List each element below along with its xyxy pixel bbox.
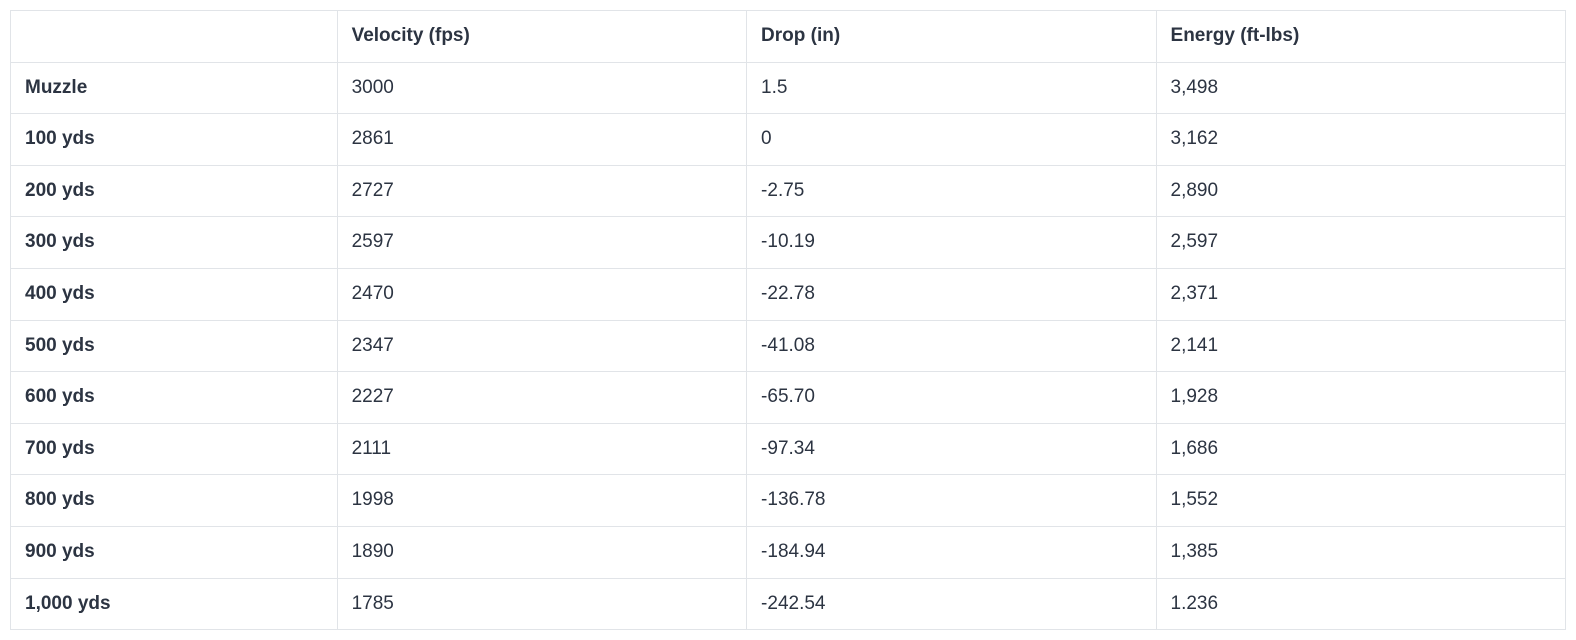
cell-drop: -22.78 — [747, 268, 1156, 320]
cell-drop: 0 — [747, 114, 1156, 166]
cell-velocity: 1890 — [337, 526, 746, 578]
cell-energy: 3,162 — [1156, 114, 1565, 166]
row-label: 600 yds — [11, 372, 338, 424]
cell-drop: -65.70 — [747, 372, 1156, 424]
header-energy: Energy (ft-lbs) — [1156, 11, 1565, 63]
cell-energy: 2,890 — [1156, 165, 1565, 217]
row-label: 300 yds — [11, 217, 338, 269]
cell-drop: -41.08 — [747, 320, 1156, 372]
table-body: Muzzle 3000 1.5 3,498 100 yds 2861 0 3,1… — [11, 62, 1566, 630]
table-row: 200 yds 2727 -2.75 2,890 — [11, 165, 1566, 217]
table-row: 700 yds 2111 -97.34 1,686 — [11, 423, 1566, 475]
cell-energy: 1,385 — [1156, 526, 1565, 578]
cell-drop: -184.94 — [747, 526, 1156, 578]
table-row: 400 yds 2470 -22.78 2,371 — [11, 268, 1566, 320]
cell-energy: 2,371 — [1156, 268, 1565, 320]
cell-drop: -10.19 — [747, 217, 1156, 269]
cell-energy: 3,498 — [1156, 62, 1565, 114]
cell-velocity: 2470 — [337, 268, 746, 320]
cell-drop: -97.34 — [747, 423, 1156, 475]
header-velocity: Velocity (fps) — [337, 11, 746, 63]
header-drop: Drop (in) — [747, 11, 1156, 63]
cell-energy: 1,928 — [1156, 372, 1565, 424]
cell-velocity: 2111 — [337, 423, 746, 475]
cell-drop: 1.5 — [747, 62, 1156, 114]
row-label: 400 yds — [11, 268, 338, 320]
row-label: 100 yds — [11, 114, 338, 166]
table-row: 300 yds 2597 -10.19 2,597 — [11, 217, 1566, 269]
cell-velocity: 2861 — [337, 114, 746, 166]
cell-energy: 1,686 — [1156, 423, 1565, 475]
table-row: 1,000 yds 1785 -242.54 1.236 — [11, 578, 1566, 630]
cell-velocity: 2347 — [337, 320, 746, 372]
row-label: 500 yds — [11, 320, 338, 372]
cell-drop: -2.75 — [747, 165, 1156, 217]
row-label: 800 yds — [11, 475, 338, 527]
table-row: 800 yds 1998 -136.78 1,552 — [11, 475, 1566, 527]
cell-velocity: 2597 — [337, 217, 746, 269]
cell-velocity: 2727 — [337, 165, 746, 217]
cell-velocity: 1998 — [337, 475, 746, 527]
row-label: 700 yds — [11, 423, 338, 475]
row-label: Muzzle — [11, 62, 338, 114]
table-row: 900 yds 1890 -184.94 1,385 — [11, 526, 1566, 578]
table-header-row: Velocity (fps) Drop (in) Energy (ft-lbs) — [11, 11, 1566, 63]
cell-energy: 2,141 — [1156, 320, 1565, 372]
cell-drop: -136.78 — [747, 475, 1156, 527]
cell-energy: 1,552 — [1156, 475, 1565, 527]
header-blank — [11, 11, 338, 63]
cell-velocity: 1785 — [337, 578, 746, 630]
cell-energy: 2,597 — [1156, 217, 1565, 269]
cell-drop: -242.54 — [747, 578, 1156, 630]
row-label: 1,000 yds — [11, 578, 338, 630]
table-row: 600 yds 2227 -65.70 1,928 — [11, 372, 1566, 424]
cell-velocity: 3000 — [337, 62, 746, 114]
table-row: 500 yds 2347 -41.08 2,141 — [11, 320, 1566, 372]
table-row: Muzzle 3000 1.5 3,498 — [11, 62, 1566, 114]
ballistics-table: Velocity (fps) Drop (in) Energy (ft-lbs)… — [10, 10, 1566, 630]
cell-energy: 1.236 — [1156, 578, 1565, 630]
cell-velocity: 2227 — [337, 372, 746, 424]
row-label: 900 yds — [11, 526, 338, 578]
row-label: 200 yds — [11, 165, 338, 217]
table-row: 100 yds 2861 0 3,162 — [11, 114, 1566, 166]
